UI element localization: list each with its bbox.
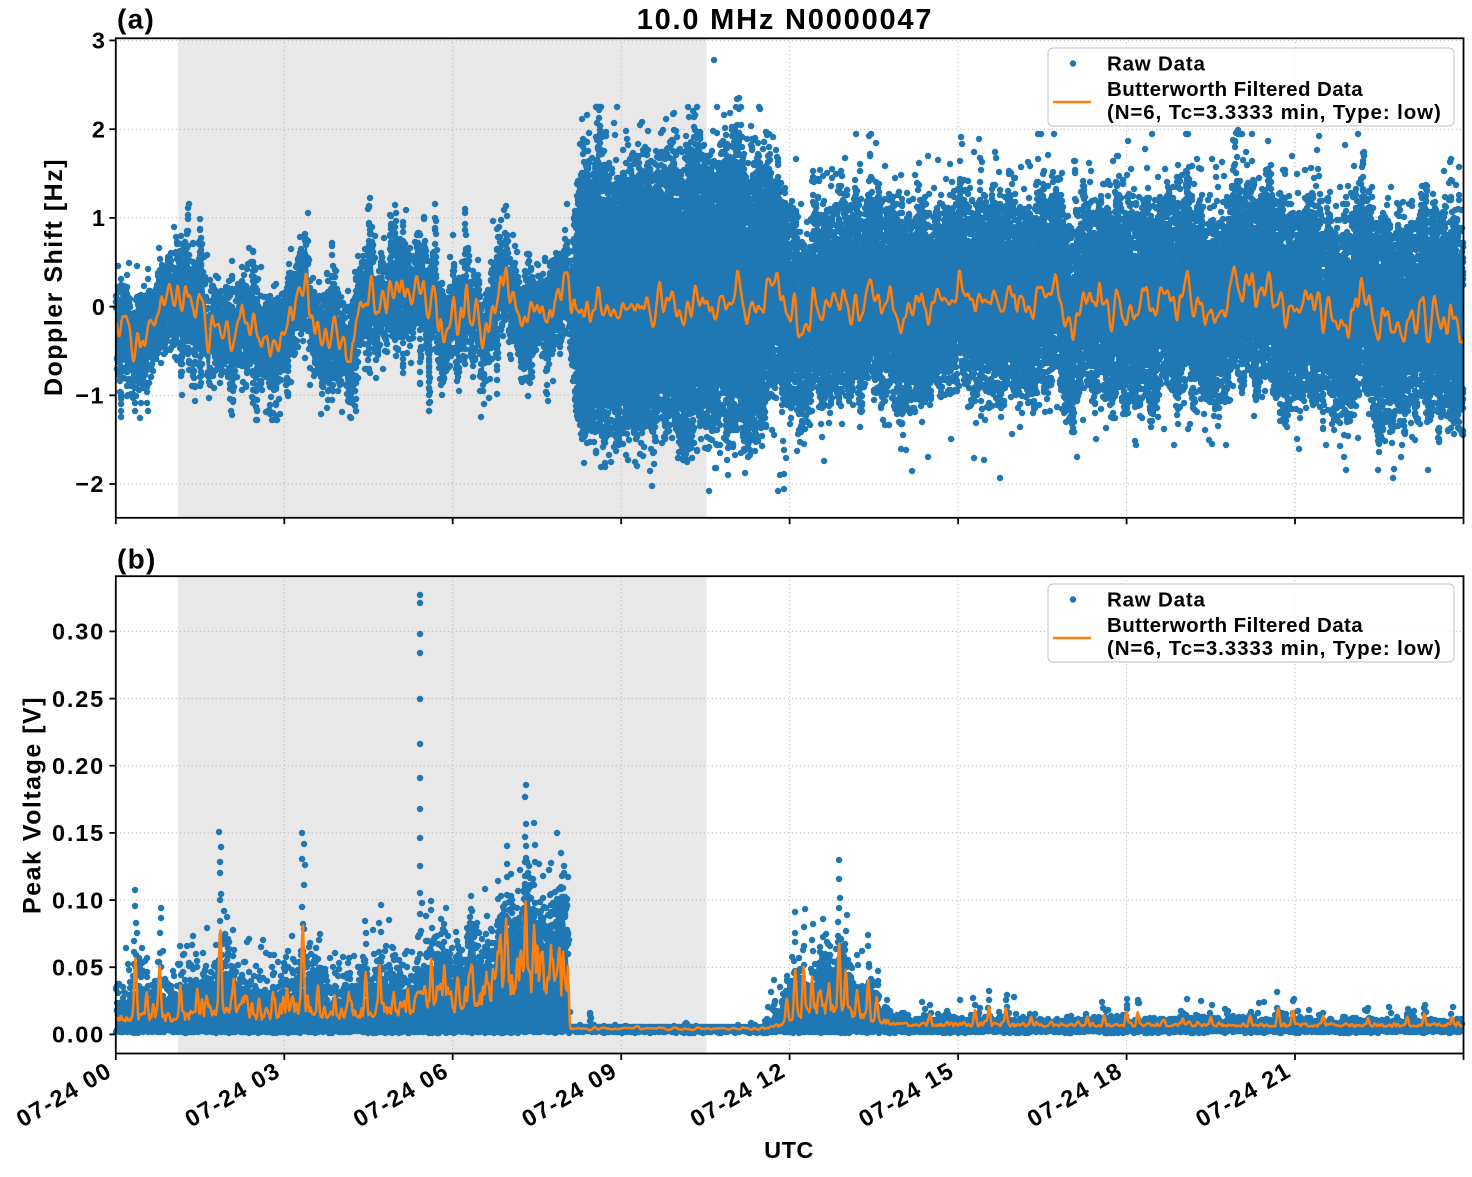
svg-text:(N=6, Tc=3.3333 min, Type: low: (N=6, Tc=3.3333 min, Type: low)	[1107, 101, 1442, 124]
svg-text:Doppler Shift [Hz]: Doppler Shift [Hz]	[40, 158, 68, 396]
svg-text:0.15: 0.15	[52, 820, 105, 846]
svg-text:Raw Data: Raw Data	[1107, 53, 1206, 76]
svg-text:−2: −2	[75, 471, 105, 497]
svg-text:0.20: 0.20	[52, 753, 105, 779]
svg-text:Raw Data: Raw Data	[1107, 589, 1206, 612]
svg-text:Butterworth Filtered Data: Butterworth Filtered Data	[1107, 78, 1363, 101]
svg-text:0.30: 0.30	[52, 619, 105, 645]
svg-text:(N=6, Tc=3.3333 min, Type: low: (N=6, Tc=3.3333 min, Type: low)	[1107, 637, 1442, 660]
svg-text:2: 2	[92, 116, 105, 142]
svg-text:(b): (b)	[117, 544, 157, 575]
svg-text:Peak Voltage [V]: Peak Voltage [V]	[19, 696, 47, 914]
svg-text:0.10: 0.10	[52, 887, 105, 913]
svg-text:−1: −1	[75, 383, 105, 409]
svg-text:10.0 MHz N0000047: 10.0 MHz N0000047	[637, 4, 934, 36]
svg-text:0.25: 0.25	[52, 686, 105, 712]
svg-text:0: 0	[92, 294, 105, 320]
svg-text:Butterworth Filtered Data: Butterworth Filtered Data	[1107, 614, 1363, 637]
svg-text:0.00: 0.00	[52, 1022, 105, 1048]
svg-text:0.05: 0.05	[52, 954, 105, 980]
svg-text:UTC: UTC	[764, 1137, 814, 1163]
svg-text:3: 3	[92, 28, 105, 54]
svg-text:1: 1	[92, 205, 105, 231]
svg-text:(a): (a)	[117, 4, 155, 35]
